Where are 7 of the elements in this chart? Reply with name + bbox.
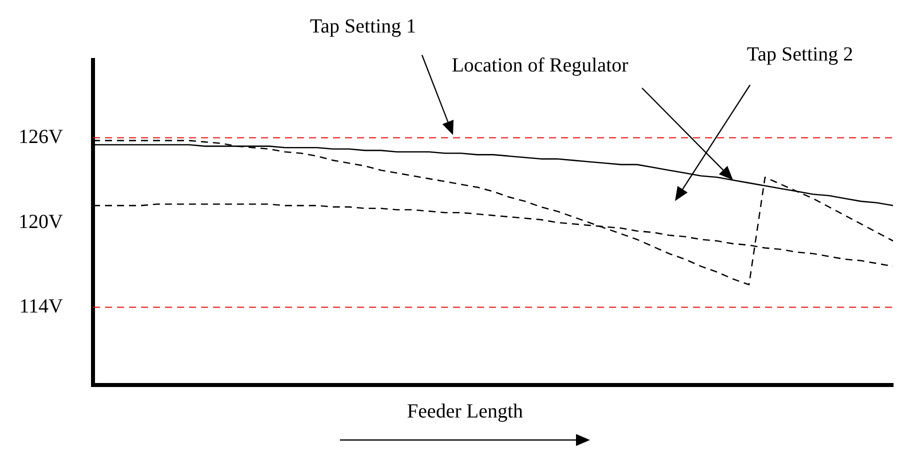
- annotation: Location of Regulator: [452, 54, 628, 78]
- y-tick-label: 114V: [19, 296, 64, 318]
- y-tick-label: 126V: [18, 126, 64, 148]
- annotation: Tap Setting 2: [746, 44, 854, 66]
- y-tick-label: 120V: [18, 210, 64, 233]
- x-axis-title: Feeder Length: [406, 400, 524, 424]
- text: Tap Setting 1: [310, 16, 416, 38]
